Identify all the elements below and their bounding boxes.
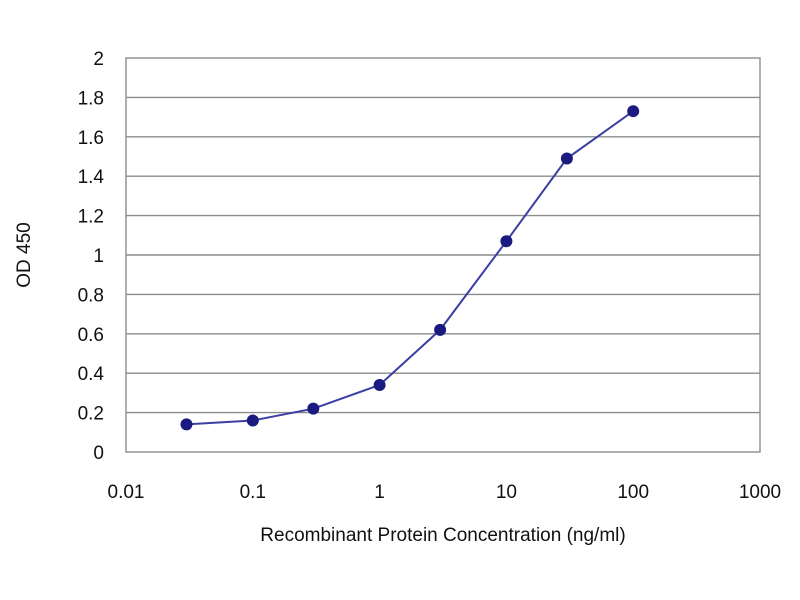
y-tick-label: 0.2 <box>78 404 104 425</box>
x-tick-label: 0.01 <box>108 482 145 503</box>
series-line <box>186 110 634 426</box>
data-point <box>500 235 513 248</box>
data-point <box>246 414 259 427</box>
x-tick-label: 100 <box>617 482 649 503</box>
y-tick-label: 0 <box>93 443 104 464</box>
data-point <box>307 402 320 415</box>
data-points <box>180 105 640 431</box>
data-point <box>180 418 193 431</box>
x-axis-label: Recombinant Protein Concentration (ng/ml… <box>260 525 625 546</box>
y-tick-label: 0.4 <box>78 364 105 385</box>
grid-lines <box>126 96 760 414</box>
data-point <box>434 323 447 336</box>
x-tick-label: 1000 <box>739 482 781 503</box>
y-tick-label: 2 <box>93 49 104 70</box>
y-tick-label: 1.4 <box>78 167 105 188</box>
x-tick-label: 10 <box>496 482 517 503</box>
y-axis-ticks: 0 0.2 0.4 0.6 0.8 1 1.2 1.4 1.6 1.8 2 <box>78 49 105 464</box>
y-tick-label: 1.8 <box>78 88 104 109</box>
y-tick-label: 1.2 <box>78 207 104 228</box>
y-tick-label: 0.6 <box>78 325 104 346</box>
x-tick-label: 1 <box>374 482 385 503</box>
data-point <box>627 105 640 118</box>
y-tick-label: 0.8 <box>78 285 104 306</box>
y-axis-label: OD 450 <box>14 222 35 287</box>
data-point <box>373 379 386 392</box>
data-point <box>560 152 573 165</box>
x-axis-ticks: 0.01 0.1 1 10 100 1000 <box>108 482 782 503</box>
plot-area <box>125 57 761 453</box>
y-tick-label: 1 <box>93 246 104 267</box>
x-tick-label: 0.1 <box>240 482 266 503</box>
y-tick-label: 1.6 <box>78 128 104 149</box>
